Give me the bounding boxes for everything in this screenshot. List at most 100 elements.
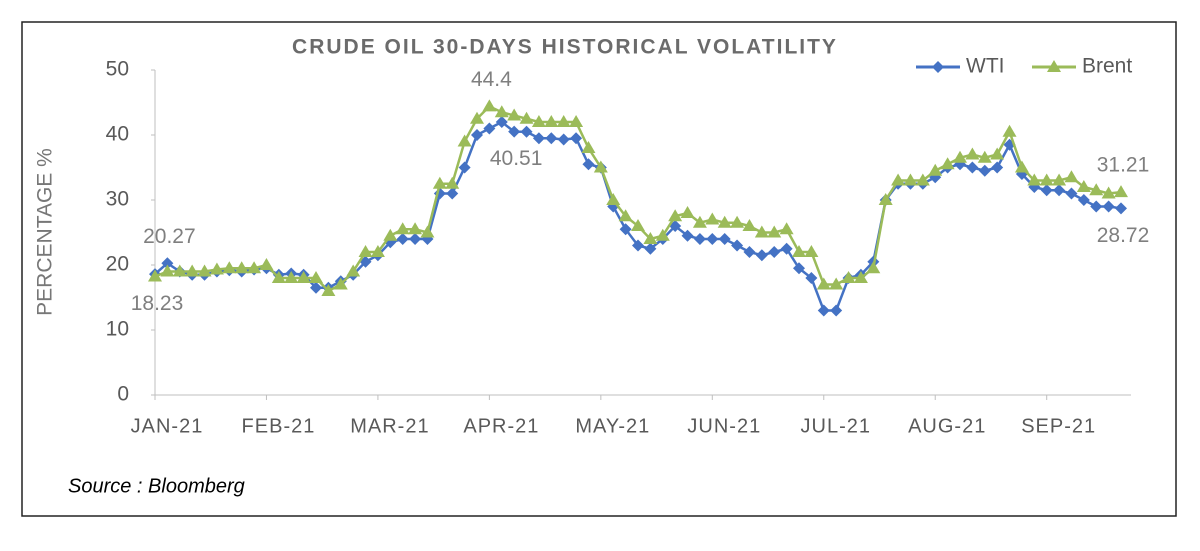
y-tick-label: 0 [117,383,129,406]
data-point [1076,180,1091,192]
data-point [1027,173,1042,186]
data-point [755,249,768,262]
data-point [370,245,385,257]
data-point [928,163,943,176]
data-point [804,245,819,257]
data-point [482,99,497,112]
data-point [606,193,621,205]
y-tick-label: 10 [106,318,129,341]
x-tick-label: MAR-21 [350,415,429,437]
data-point [644,242,657,255]
data-point [632,239,644,252]
data-point [866,261,881,274]
data-point [593,160,608,173]
legend-label: Brent [1082,55,1132,78]
data-point [805,272,818,284]
data-point [557,133,570,146]
data-point [346,264,361,277]
data-point [148,269,162,282]
data-point [556,115,571,127]
data-point [520,125,533,138]
data-point [977,150,992,163]
chart-title: CRUDE OIL 30-DAYS HISTORICAL VOLATILITY [292,36,838,59]
x-tick-label: APR-21 [463,415,539,437]
data-point [891,173,906,186]
data-point [1065,187,1078,200]
data-point [494,105,509,118]
data-point [940,157,955,170]
data-point [1039,173,1054,186]
data-point [1052,173,1067,186]
data-label: 28.72 [1097,224,1150,247]
data-point [991,161,1004,174]
data-point [172,264,187,277]
data-point [531,115,546,127]
data-point [631,219,645,231]
data-label: 20.27 [143,225,196,248]
data-point [705,212,720,225]
data-point [581,141,596,153]
legend-label: WTI [966,55,1004,78]
data-point [816,277,831,290]
data-point [742,219,757,231]
data-point [1090,200,1103,213]
data-point [830,304,843,317]
data-point [409,233,422,245]
data-point [507,108,522,121]
data-point [731,239,744,252]
data-point [965,147,980,160]
data-point [284,271,299,283]
y-tick-label: 50 [106,58,129,81]
data-point [310,281,322,294]
data-point [197,264,212,277]
data-point [681,229,694,242]
data-point [1002,124,1017,137]
data-point [358,245,373,257]
data-point [767,225,782,238]
data-point [395,222,410,235]
y-tick-label: 30 [106,188,129,211]
data-point [234,261,249,274]
data-point [271,271,286,283]
data-point [793,262,805,275]
data-point [321,284,336,296]
data-point [903,173,918,186]
legend-marker [932,61,944,73]
data-point [706,233,719,245]
data-point [1053,184,1066,197]
source-note: Source : Bloomberg [68,475,245,497]
data-point [717,215,732,228]
data-point [458,161,471,174]
data-label: 44.4 [471,68,512,91]
data-point [792,245,806,257]
legend-marker [1047,60,1061,72]
data-point [1114,185,1128,198]
data-point [953,150,967,163]
data-point [1064,170,1079,183]
data-point [1089,183,1104,196]
data-point [915,173,930,186]
data-point [655,228,670,241]
data-point [693,233,706,245]
y-tick-label: 40 [106,123,129,146]
data-point [495,116,508,128]
data-point [408,222,423,235]
data-point [420,225,435,238]
data-point [978,164,991,177]
data-point [470,111,484,124]
data-point [247,261,262,274]
data-point [545,132,558,145]
data-point [569,115,584,127]
data-point [1115,202,1127,215]
data-point [1040,184,1053,197]
chart-frame [21,21,1177,517]
data-point [508,125,521,138]
data-point [457,134,472,147]
data-point [333,277,348,290]
x-tick-label: MAY-21 [575,415,650,437]
data-point [643,232,658,244]
data-point [483,122,496,135]
y-tick-label: 20 [106,253,129,276]
x-tick-label: FEB-21 [242,415,316,437]
